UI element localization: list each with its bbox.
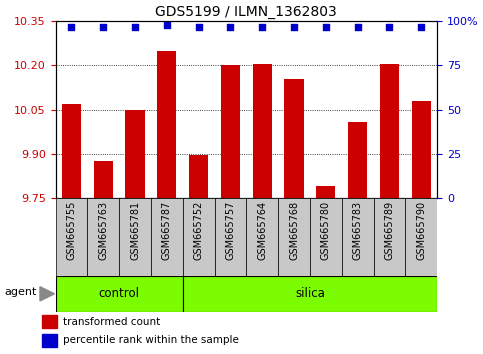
- Bar: [246, 198, 278, 276]
- Text: GSM665757: GSM665757: [226, 201, 235, 260]
- Bar: [348, 121, 367, 198]
- Bar: [278, 198, 310, 276]
- Title: GDS5199 / ILMN_1362803: GDS5199 / ILMN_1362803: [156, 5, 337, 19]
- Point: [322, 24, 330, 29]
- Bar: [214, 198, 246, 276]
- Point: [354, 24, 361, 29]
- Bar: [42, 315, 57, 328]
- Text: transformed count: transformed count: [63, 316, 160, 327]
- Point: [417, 24, 425, 29]
- Bar: [221, 65, 240, 198]
- Text: GSM665755: GSM665755: [67, 201, 76, 260]
- Point: [131, 24, 139, 29]
- Text: GSM665764: GSM665764: [257, 201, 267, 260]
- Point: [227, 24, 234, 29]
- Bar: [87, 198, 119, 276]
- Text: percentile rank within the sample: percentile rank within the sample: [63, 335, 239, 346]
- Bar: [157, 51, 176, 198]
- Point: [99, 24, 107, 29]
- Bar: [151, 198, 183, 276]
- Bar: [316, 187, 335, 198]
- Point: [68, 24, 75, 29]
- Bar: [189, 155, 208, 198]
- Bar: [56, 276, 183, 312]
- Text: GSM665768: GSM665768: [289, 201, 299, 260]
- Point: [290, 24, 298, 29]
- Point: [385, 24, 393, 29]
- Bar: [56, 198, 87, 276]
- Bar: [253, 64, 272, 198]
- Text: GSM665752: GSM665752: [194, 201, 204, 260]
- Bar: [342, 198, 373, 276]
- Text: GSM665783: GSM665783: [353, 201, 363, 260]
- Text: silica: silica: [295, 287, 325, 300]
- Text: GSM665763: GSM665763: [98, 201, 108, 260]
- Bar: [119, 198, 151, 276]
- Bar: [373, 198, 405, 276]
- Bar: [183, 276, 437, 312]
- Point: [163, 22, 170, 28]
- Text: GSM665787: GSM665787: [162, 201, 172, 260]
- Text: GSM665789: GSM665789: [384, 201, 395, 260]
- Bar: [126, 110, 144, 198]
- Bar: [94, 161, 113, 198]
- Bar: [405, 198, 437, 276]
- Bar: [183, 198, 214, 276]
- Text: GSM665781: GSM665781: [130, 201, 140, 260]
- Text: GSM665780: GSM665780: [321, 201, 331, 260]
- Bar: [412, 101, 431, 198]
- Text: agent: agent: [4, 287, 37, 297]
- Bar: [284, 79, 303, 198]
- Text: control: control: [99, 287, 140, 300]
- Bar: [380, 64, 399, 198]
- Text: GSM665790: GSM665790: [416, 201, 426, 260]
- Bar: [42, 334, 57, 347]
- Bar: [310, 198, 342, 276]
- Bar: [62, 104, 81, 198]
- Point: [195, 24, 202, 29]
- Point: [258, 24, 266, 29]
- Polygon shape: [40, 287, 55, 301]
